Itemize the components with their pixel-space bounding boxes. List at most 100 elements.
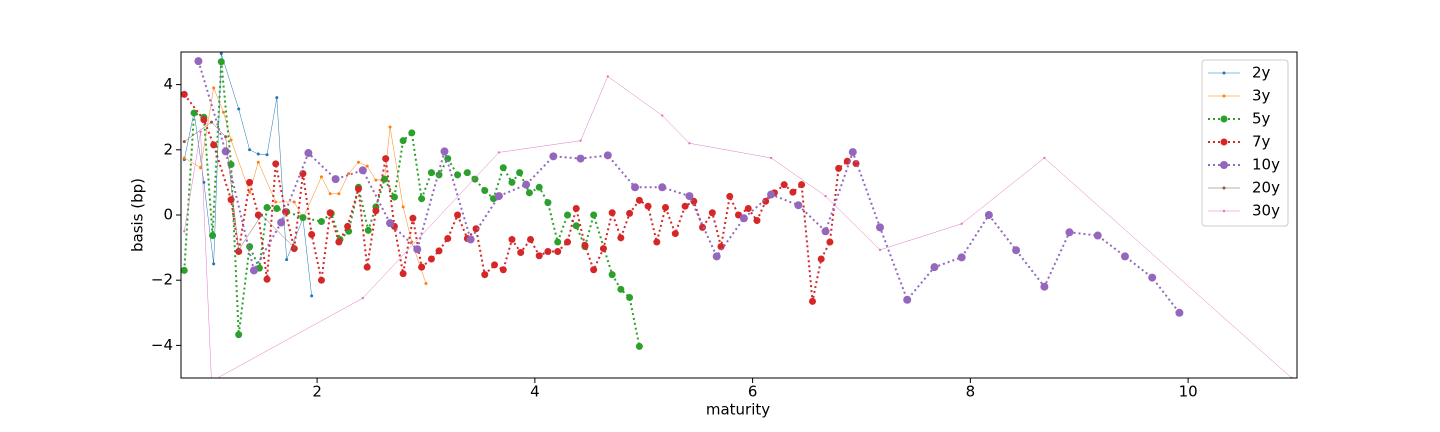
data-point	[644, 202, 652, 210]
data-point	[681, 202, 689, 210]
data-point	[739, 214, 748, 223]
data-point	[299, 214, 307, 222]
data-point	[508, 178, 516, 186]
data-point	[497, 151, 501, 154]
data-point	[564, 238, 572, 246]
data-point	[409, 214, 417, 222]
data-point	[491, 261, 499, 269]
data-point	[260, 213, 264, 217]
data-point	[418, 263, 426, 271]
data-point	[508, 235, 516, 243]
y-tick-label: 0	[163, 206, 173, 224]
data-point	[471, 175, 479, 183]
data-point	[221, 147, 230, 156]
data-point	[263, 204, 271, 212]
data-point	[1065, 228, 1074, 237]
data-point	[344, 222, 352, 230]
data-point	[708, 209, 716, 217]
data-point	[190, 109, 198, 117]
data-point	[717, 243, 725, 251]
data-point	[274, 200, 278, 204]
series-line	[184, 121, 295, 251]
data-point	[662, 204, 670, 212]
data-point	[237, 248, 241, 252]
data-point	[789, 188, 797, 196]
data-point	[564, 211, 572, 219]
data-point	[254, 211, 262, 219]
data-point	[326, 209, 334, 217]
data-point	[292, 246, 296, 250]
data-point	[285, 258, 289, 262]
data-point	[210, 380, 212, 382]
data-point	[427, 255, 435, 263]
data-point	[401, 205, 405, 209]
data-point	[712, 252, 721, 261]
data-point	[603, 151, 612, 160]
data-point	[256, 160, 260, 164]
data-point	[277, 218, 286, 227]
legend-label: 20y	[1252, 179, 1280, 197]
data-point	[424, 281, 428, 285]
data-point	[181, 266, 188, 274]
data-point	[317, 276, 325, 284]
data-point	[358, 166, 367, 175]
data-point	[590, 266, 598, 274]
data-point	[608, 271, 616, 279]
legend-label: 5y	[1252, 110, 1271, 128]
data-point	[388, 125, 392, 129]
data-point	[671, 230, 679, 238]
data-point	[549, 152, 558, 161]
data-point	[608, 209, 616, 217]
data-point	[183, 230, 186, 233]
data-point	[182, 156, 186, 160]
data-point	[235, 331, 243, 339]
data-point	[248, 148, 252, 152]
data-point	[481, 187, 489, 195]
data-point	[517, 248, 525, 256]
data-point	[235, 248, 243, 256]
plot-frame	[180, 51, 1298, 379]
data-point	[1012, 246, 1021, 255]
legend-marker	[1222, 209, 1226, 213]
data-point	[200, 116, 208, 124]
legend-label: 30y	[1252, 202, 1280, 220]
data-point	[199, 130, 202, 134]
data-point	[202, 180, 206, 184]
data-point	[544, 199, 552, 207]
data-point	[454, 211, 462, 219]
data-point	[835, 164, 843, 172]
series-line	[183, 61, 641, 347]
y-tick-label: −4	[151, 336, 173, 354]
data-point	[1175, 308, 1184, 317]
data-point	[635, 196, 643, 204]
data-point	[522, 180, 531, 189]
data-point	[347, 172, 351, 176]
data-point	[237, 107, 241, 111]
data-point	[753, 217, 761, 225]
data-point	[824, 194, 827, 198]
data-point	[399, 270, 407, 278]
data-point	[310, 294, 314, 298]
y-axis-label: basis (bp)	[129, 178, 147, 252]
data-point	[440, 147, 449, 156]
data-point	[481, 271, 489, 279]
data-point	[337, 192, 341, 196]
legend-marker	[1222, 71, 1226, 75]
data-point	[626, 209, 634, 217]
data-point	[1148, 273, 1157, 282]
data-point	[361, 296, 365, 300]
legend-label: 3y	[1252, 87, 1271, 105]
legend-box	[1201, 59, 1289, 227]
legend-marker	[1220, 115, 1228, 123]
data-point	[576, 154, 585, 163]
data-point	[408, 129, 416, 137]
x-tick-label: 10	[1179, 383, 1198, 401]
data-point	[386, 219, 395, 228]
data-point	[365, 164, 369, 168]
data-point	[617, 234, 625, 242]
x-tick-label: 8	[966, 383, 976, 401]
data-point	[572, 204, 580, 212]
data-point	[308, 231, 316, 239]
data-point	[767, 190, 776, 199]
